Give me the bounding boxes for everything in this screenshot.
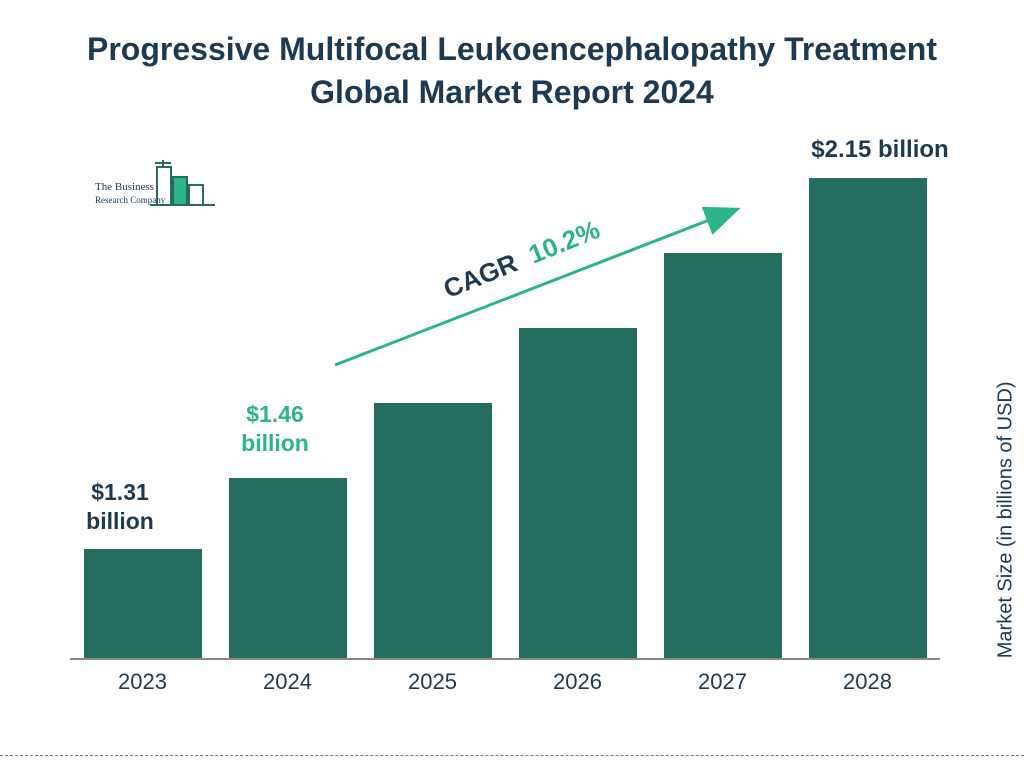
y-axis-label: Market Size (in billions of USD) <box>995 382 1018 659</box>
bar-2023 <box>79 549 207 658</box>
bar-2027 <box>659 253 787 658</box>
bar-2028 <box>804 178 932 658</box>
bar <box>84 549 202 658</box>
xlabel-0: 2023 <box>79 669 207 695</box>
bar-2024 <box>224 478 352 658</box>
xlabel-4: 2027 <box>659 669 787 695</box>
bars-container <box>70 165 940 660</box>
value-label-2023: $1.31 billion <box>70 478 170 536</box>
bar-2026 <box>514 328 642 658</box>
bar <box>519 328 637 658</box>
xlabel-1: 2024 <box>224 669 352 695</box>
xlabel-2: 2025 <box>369 669 497 695</box>
bar <box>229 478 347 658</box>
bar <box>809 178 927 658</box>
value-label-2024: $1.46 billion <box>225 400 325 458</box>
bar <box>664 253 782 658</box>
bar <box>374 403 492 658</box>
chart-title: Progressive Multifocal Leukoencephalopat… <box>0 0 1024 122</box>
bar-2025 <box>369 403 497 658</box>
bar-chart: 2023 2024 2025 2026 2027 2028 <box>70 165 940 695</box>
xlabel-5: 2028 <box>804 669 932 695</box>
xlabel-3: 2026 <box>514 669 642 695</box>
value-label-2028: $2.15 billion <box>800 136 960 164</box>
footer-divider <box>0 755 1024 756</box>
